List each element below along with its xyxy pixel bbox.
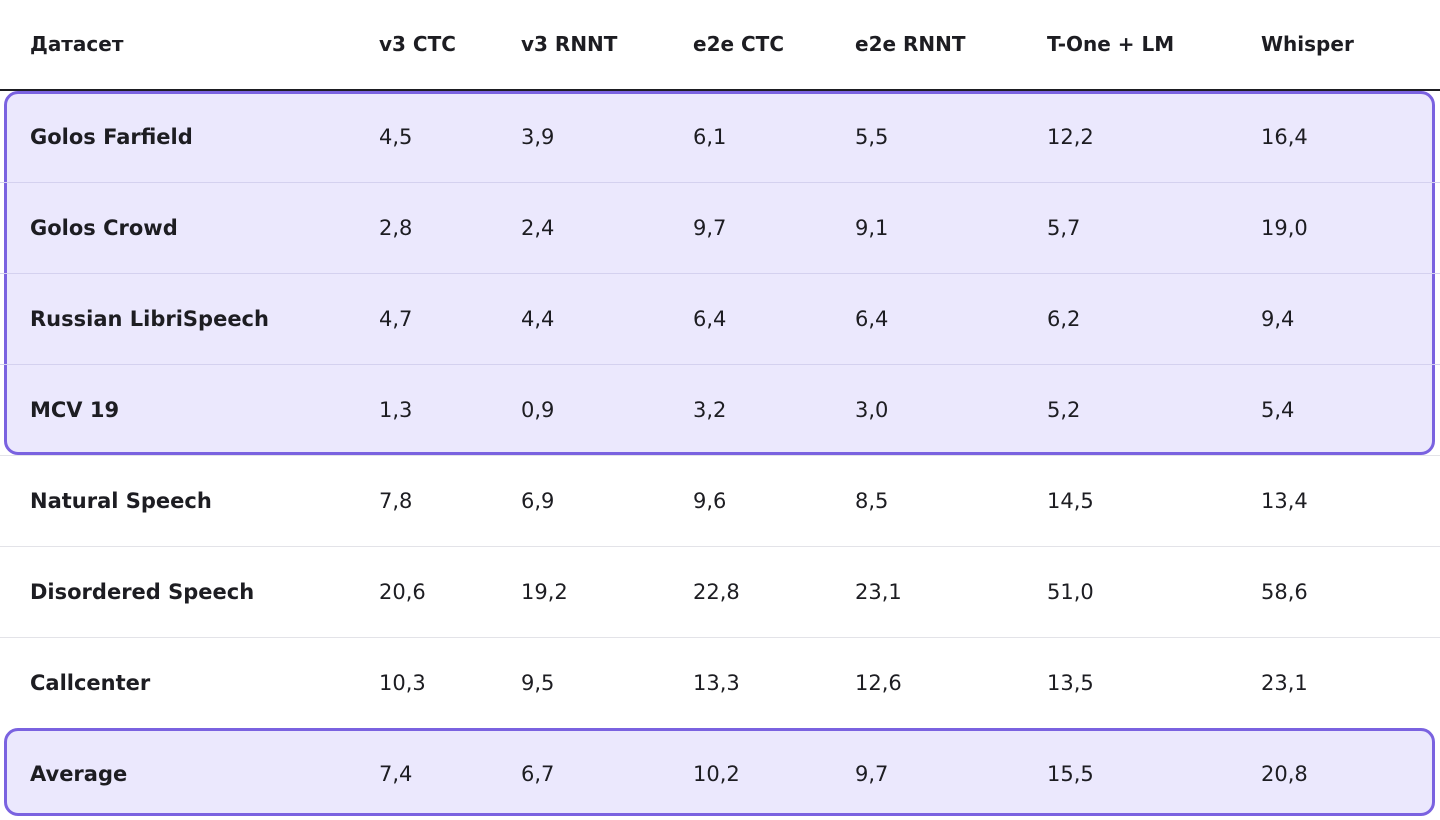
dataset-name: Disordered Speech bbox=[30, 580, 255, 604]
cell-value: 9,6 bbox=[693, 489, 727, 513]
cell-value: 3,0 bbox=[855, 398, 889, 422]
cell-value: 19,0 bbox=[1261, 216, 1308, 240]
cell-value: 12,2 bbox=[1047, 124, 1094, 149]
cell-value: 15,5 bbox=[1047, 761, 1094, 786]
cell-value: 9,7 bbox=[693, 216, 727, 240]
cell-value: 23,1 bbox=[1261, 671, 1308, 695]
header-v3-rnnt: v3 RNNT bbox=[521, 31, 618, 56]
table-row: Natural Speech 7,8 6,9 9,6 8,5 14,5 13,4 bbox=[0, 455, 1440, 546]
cell-value: 10,3 bbox=[379, 671, 426, 695]
cell-value: 19,2 bbox=[521, 580, 568, 604]
dataset-name: MCV 19 bbox=[30, 398, 120, 422]
cell-value: 7,8 bbox=[379, 489, 413, 513]
table-row: Disordered Speech 20,6 19,2 22,8 23,1 51,0 58,… bbox=[0, 546, 1440, 637]
table-header: Датасет v3 CTC v3 RNNT e2e CTC e2e RNNT … bbox=[0, 0, 1440, 91]
cell-value: 51,0 bbox=[1047, 580, 1094, 604]
header-v3-ctc: v3 CTC bbox=[379, 31, 456, 56]
cell-value: 3,2 bbox=[693, 398, 727, 422]
cell-value: 2,4 bbox=[521, 216, 555, 240]
highlight-average-box bbox=[4, 728, 1435, 816]
cell-value: 6,4 bbox=[855, 307, 889, 331]
cell-value: 7,4 bbox=[379, 761, 413, 786]
table-row: Average 7,4 6,7 10,2 9,7 15,5 20,8 bbox=[0, 728, 1440, 819]
cell-value: 13,4 bbox=[1261, 489, 1308, 513]
cell-value: 4,7 bbox=[379, 307, 413, 331]
cell-value: 5,5 bbox=[855, 124, 889, 149]
dataset-name: Natural Speech bbox=[30, 489, 212, 513]
cell-value: 5,4 bbox=[1261, 398, 1295, 422]
cell-value: 6,2 bbox=[1047, 307, 1081, 331]
cell-value: 16,4 bbox=[1261, 124, 1308, 149]
cell-value: 5,7 bbox=[1047, 216, 1081, 240]
cell-value: 22,8 bbox=[693, 580, 740, 604]
cell-value: 5,2 bbox=[1047, 398, 1081, 422]
cell-value: 20,8 bbox=[1261, 761, 1308, 786]
cell-value: 10,2 bbox=[693, 761, 740, 786]
cell-value: 14,5 bbox=[1047, 489, 1094, 513]
cell-value: 9,7 bbox=[855, 761, 889, 786]
header-e2e-rnnt: e2e RNNT bbox=[855, 31, 966, 56]
cell-value: 4,5 bbox=[379, 124, 413, 149]
cell-value: 6,1 bbox=[693, 124, 727, 149]
header-dataset: Датасет bbox=[30, 31, 124, 56]
header-whisper: Whisper bbox=[1261, 31, 1354, 56]
cell-value: 9,4 bbox=[1261, 307, 1295, 331]
cell-value: 2,8 bbox=[379, 216, 413, 240]
cell-value: 13,5 bbox=[1047, 671, 1094, 695]
cell-value: 20,6 bbox=[379, 580, 426, 604]
cell-value: 4,4 bbox=[521, 307, 555, 331]
cell-value: 9,5 bbox=[521, 671, 555, 695]
cell-value: 6,4 bbox=[693, 307, 727, 331]
dataset-name: Golos Farfield bbox=[30, 124, 193, 149]
cell-value: 1,3 bbox=[379, 398, 413, 422]
cell-value: 0,9 bbox=[521, 398, 555, 422]
dataset-name: Golos Crowd bbox=[30, 216, 178, 240]
cell-value: 23,1 bbox=[855, 580, 902, 604]
cell-value: 3,9 bbox=[521, 124, 555, 149]
dataset-name: Average bbox=[30, 761, 128, 786]
cell-value: 8,5 bbox=[855, 489, 889, 513]
header-t-one-lm: T-One + LM bbox=[1047, 31, 1175, 56]
cell-value: 9,1 bbox=[855, 216, 889, 240]
table-row: MCV 19 1,3 0,9 3,2 3,0 5,2 5,4 bbox=[0, 364, 1440, 455]
cell-value: 58,6 bbox=[1261, 580, 1308, 604]
cell-value: 6,7 bbox=[521, 761, 555, 786]
table-row: Golos Farfield 4,5 3,9 6,1 5,5 12,2 16,4 bbox=[0, 91, 1440, 182]
table-row: Callcenter 10,3 9,5 13,3 12,6 13,5 23,1 bbox=[0, 637, 1440, 728]
cell-value: 6,9 bbox=[521, 489, 555, 513]
dataset-name: Callcenter bbox=[30, 671, 151, 695]
dataset-name: Russian LibriSpeech bbox=[30, 307, 269, 331]
table-row: Russian LibriSpeech 4,7 4,4 6,4 6,4 6,2 9,4 bbox=[0, 273, 1440, 364]
cell-value: 13,3 bbox=[693, 671, 740, 695]
table-row: Golos Crowd 2,8 2,4 9,7 9,1 5,7 19,0 bbox=[0, 182, 1440, 273]
cell-value: 12,6 bbox=[855, 671, 902, 695]
header-e2e-ctc: e2e CTC bbox=[693, 31, 785, 56]
